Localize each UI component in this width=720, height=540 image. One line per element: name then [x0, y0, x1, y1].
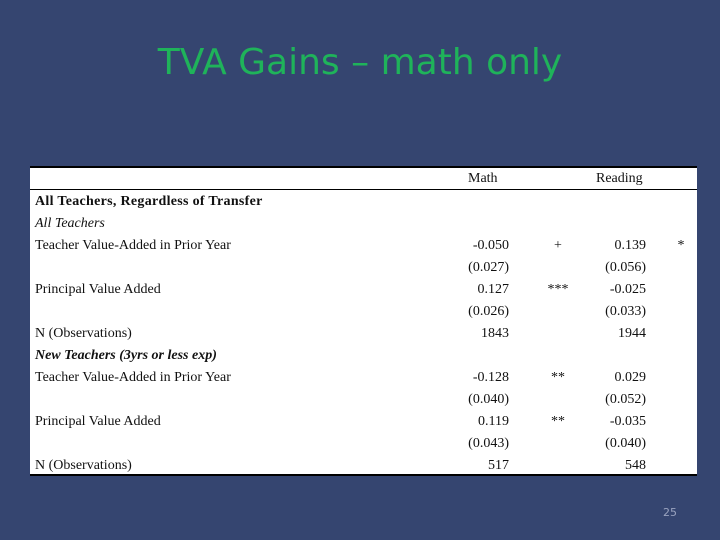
se-reading-pva-new: (0.040)	[605, 436, 646, 451]
se-math-pva-all: (0.026)	[468, 304, 509, 319]
se-reading-pva-all: (0.033)	[605, 304, 646, 319]
cell-reading-pva-all: -0.025	[609, 282, 646, 297]
se-reading-tva-prior-new: (0.052)	[605, 392, 646, 407]
se-math-tva-prior-all: (0.027)	[468, 260, 509, 275]
cell-reading-pva-new: -0.035	[609, 414, 646, 429]
column-header-reading: Reading	[596, 171, 643, 186]
cell-math-n-obs-new: 517	[488, 458, 509, 473]
cell-math-pva-all: 0.127	[477, 282, 510, 297]
page-number: 25	[663, 506, 677, 519]
row-label-n-obs-all: N (Observations)	[35, 326, 132, 341]
cell-math-tva-prior-new: -0.128	[472, 370, 509, 385]
sig-math-pva-all: ***	[547, 282, 569, 297]
row-label-pva-all: Principal Value Added	[35, 282, 161, 297]
row-label-tva-prior-all: Teacher Value-Added in Prior Year	[35, 238, 231, 253]
cell-reading-n-obs-all: 1944	[618, 326, 646, 341]
se-math-tva-prior-new: (0.040)	[468, 392, 509, 407]
cell-reading-tva-prior-all: 0.139	[614, 238, 647, 253]
column-header-math: Math	[468, 171, 498, 186]
header-rule	[30, 189, 697, 190]
sig-math-tva-prior-new: **	[551, 370, 565, 385]
cell-math-tva-prior-all: -0.050	[472, 238, 509, 253]
se-math-pva-new: (0.043)	[468, 436, 509, 451]
sig-math-pva-new: **	[551, 414, 565, 429]
subheading-all-teachers: All Teachers	[35, 216, 105, 231]
sig-reading-tva-prior-all: *	[677, 238, 685, 253]
cell-reading-tva-prior-new: 0.029	[614, 370, 647, 385]
row-label-tva-prior-new: Teacher Value-Added in Prior Year	[35, 370, 231, 385]
se-reading-tva-prior-all: (0.056)	[605, 260, 646, 275]
slide-title: TVA Gains – math only	[157, 42, 563, 83]
section-heading-all-teachers: All Teachers, Regardless of Transfer	[35, 194, 263, 209]
cell-math-n-obs-all: 1843	[481, 326, 509, 341]
cell-reading-n-obs-new: 548	[625, 458, 646, 473]
row-label-n-obs-new: N (Observations)	[35, 458, 132, 473]
sig-math-tva-prior-all: +	[554, 238, 562, 253]
subheading-new-teachers: New Teachers (3yrs or less exp)	[35, 348, 217, 363]
cell-math-pva-new: 0.119	[478, 414, 509, 429]
row-label-pva-new: Principal Value Added	[35, 414, 161, 429]
regression-table: Math Reading All Teachers, Regardless of…	[30, 166, 697, 476]
